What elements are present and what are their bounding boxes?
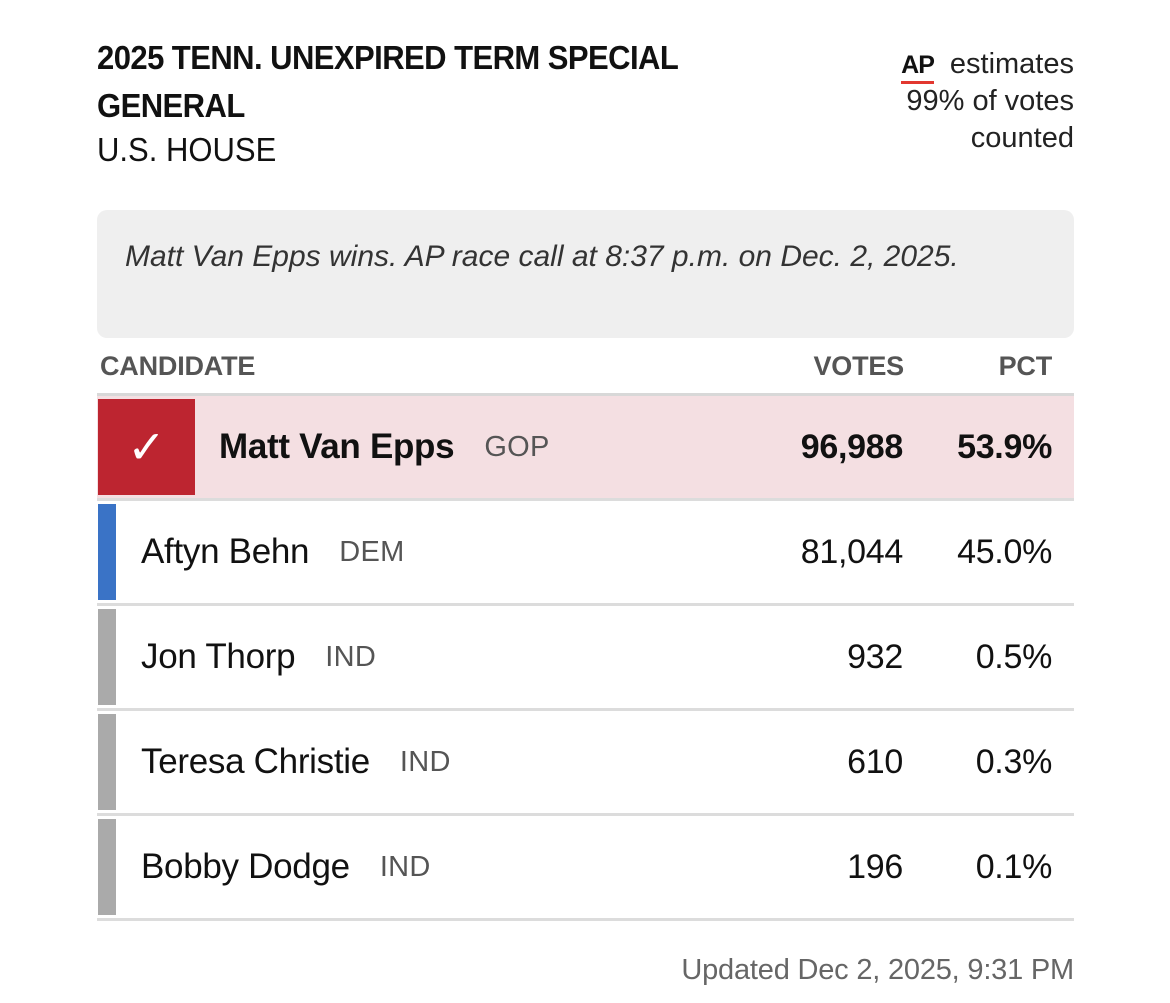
race-subtitle: U.S. HOUSE — [97, 131, 277, 168]
table-row: Teresa Christie IND 610 0.3% — [97, 711, 1074, 816]
table-row: Bobby Dodge IND 196 0.1% — [97, 816, 1074, 921]
candidate-party: IND — [325, 640, 377, 673]
column-header-candidate: CANDIDATE — [100, 351, 256, 381]
results-table: CANDIDATE VOTES PCT ✓ Matt Van Epps GOP … — [97, 345, 1074, 921]
candidate-pct: 0.1% — [975, 847, 1053, 886]
ap-estimates-label: estimates — [949, 48, 1074, 80]
candidate-party: IND — [379, 850, 431, 883]
candidate-pct: 53.9% — [957, 427, 1052, 466]
race-call-text: Matt Van Epps wins. AP race call at 8:37… — [125, 240, 959, 273]
candidate-name: Bobby Dodge — [141, 847, 350, 886]
candidate-pct: 45.0% — [957, 532, 1052, 571]
party-color-bar — [98, 714, 116, 810]
ap-votes-counted: 99% of votes — [906, 85, 1074, 117]
winner-badge: ✓ — [98, 399, 195, 495]
table-row: ✓ Matt Van Epps GOP 96,988 53.9% — [97, 396, 1074, 501]
candidate-pct: 0.5% — [975, 637, 1053, 676]
party-color-bar — [98, 819, 116, 915]
candidate-party: IND — [399, 745, 451, 778]
table-header: CANDIDATE VOTES PCT — [97, 345, 1074, 396]
candidate-party: DEM — [339, 535, 405, 568]
results-header: 2025 TENN. UNEXPIRED TERM SPECIAL GENERA… — [97, 34, 1074, 174]
column-header-votes: VOTES — [813, 351, 904, 381]
race-call-banner: Matt Van Epps wins. AP race call at 8:37… — [97, 210, 1074, 338]
ap-logo: AP — [901, 50, 935, 84]
column-header-pct: PCT — [998, 351, 1053, 381]
candidate-votes: 610 — [847, 742, 903, 781]
updated-timestamp: Updated Dec 2, 2025, 9:31 PM — [681, 954, 1074, 986]
party-color-bar — [98, 609, 116, 705]
ap-estimate: AP estimates 99% of votes counted — [901, 46, 1074, 157]
ap-counted-label: counted — [970, 122, 1074, 154]
candidate-name: Matt Van Epps — [219, 427, 455, 466]
candidate-pct: 0.3% — [975, 742, 1053, 781]
table-row: Aftyn Behn DEM 81,044 45.0% — [97, 501, 1074, 606]
race-title: 2025 TENN. UNEXPIRED TERM SPECIAL GENERA… — [97, 39, 678, 124]
candidate-name: Aftyn Behn — [141, 532, 310, 571]
candidate-name: Teresa Christie — [141, 742, 370, 781]
candidate-votes: 81,044 — [800, 532, 904, 571]
candidate-party: GOP — [484, 430, 550, 463]
party-color-bar — [98, 504, 116, 600]
candidate-votes: 96,988 — [800, 427, 904, 466]
candidate-name: Jon Thorp — [141, 637, 296, 676]
table-row: Jon Thorp IND 932 0.5% — [97, 606, 1074, 711]
candidate-votes: 196 — [847, 847, 903, 886]
checkmark-icon: ✓ — [127, 421, 166, 473]
candidate-votes: 932 — [847, 637, 903, 676]
